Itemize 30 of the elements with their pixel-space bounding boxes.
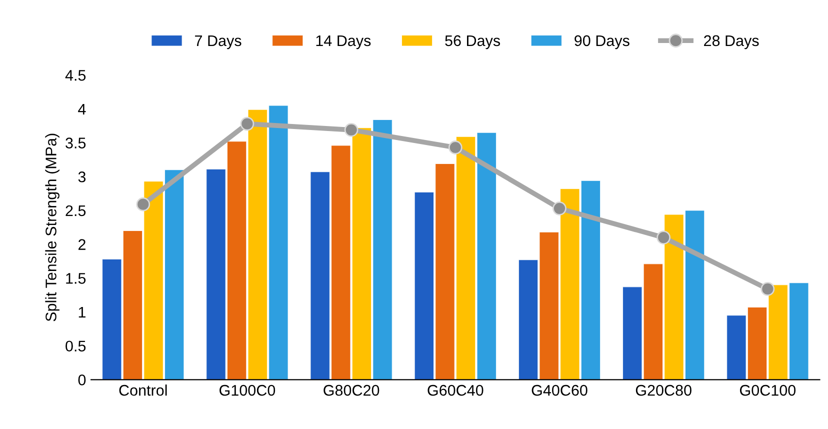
legend-label: 7 Days [195, 35, 242, 50]
y-tick-label: 1.5 [66, 273, 86, 284]
point [552, 201, 566, 216]
legend-label: 28 Days [704, 35, 759, 50]
y-tick-label: 4.5 [65, 70, 86, 81]
point [240, 116, 254, 131]
x-tick-label: G40C60 [532, 384, 588, 396]
x-tick-label: Control [119, 384, 167, 396]
y-tick-label: 1 [78, 307, 86, 318]
x-tick-label: G60C40 [428, 384, 484, 396]
point [344, 122, 358, 137]
x-tick-label: G100C0 [220, 384, 276, 396]
legend-label: 90 Days [574, 35, 630, 50]
y-tick-label: 2 [78, 239, 86, 250]
y-tick-label: 0.5 [66, 340, 86, 352]
y-tick-label: 2.5 [66, 205, 86, 216]
x-tick-label: G20C80 [636, 384, 692, 396]
legend-label: 56 Days [445, 35, 500, 50]
point [760, 282, 775, 296]
y-axis-title: Split Tensile Strength (MPa) [45, 134, 60, 322]
x-tick-label: G80C20 [324, 384, 380, 396]
point [656, 230, 671, 244]
y-tick-label: 4 [78, 104, 86, 114]
x-tick-label: G0C100 [740, 384, 796, 396]
point [448, 140, 462, 154]
y-tick-label: 3.5 [66, 138, 86, 148]
y-tick-label: 3 [78, 171, 86, 182]
point [136, 197, 150, 212]
y-tick-label: 0 [78, 374, 86, 386]
legend-label: 14 Days [316, 35, 371, 50]
